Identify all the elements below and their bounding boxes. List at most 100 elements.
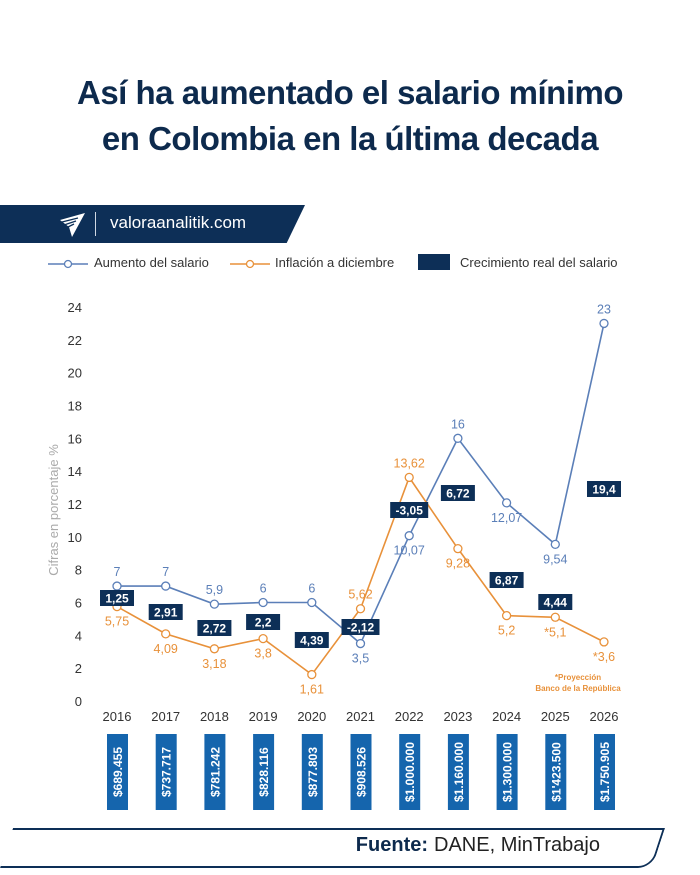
salary-point bbox=[307, 597, 317, 608]
divider bbox=[95, 212, 96, 236]
inflation-data-label: *5,1 bbox=[544, 625, 566, 639]
minimum-wage-value: $781.242 bbox=[208, 747, 222, 797]
minimum-wage-box bbox=[350, 734, 372, 810]
y-tick-label: 20 bbox=[68, 366, 82, 381]
real-growth-label: 2,91 bbox=[154, 606, 178, 620]
minimum-wage-value: $1'423.500 bbox=[549, 742, 563, 802]
real-growth-label: -3,05 bbox=[396, 504, 424, 518]
salary-point bbox=[161, 581, 171, 591]
real-growth-label: 4,39 bbox=[300, 634, 324, 648]
minimum-wage-value: $908.526 bbox=[355, 747, 369, 797]
real-growth-box bbox=[197, 620, 232, 636]
brand-banner: valoraanalitik.com bbox=[0, 205, 305, 243]
inflation-point bbox=[501, 610, 512, 621]
inflation-point bbox=[161, 629, 171, 639]
real-growth-label: 1,25 bbox=[105, 592, 129, 606]
y-tick-label: 24 bbox=[68, 300, 82, 315]
minimum-wage-value: $737.717 bbox=[160, 747, 174, 797]
legend-real-marker bbox=[418, 254, 450, 270]
real-growth-label: 6,87 bbox=[495, 574, 519, 588]
real-growth-box bbox=[341, 619, 380, 635]
inflation-data-label: 5,62 bbox=[348, 588, 372, 602]
line-chart: Cifras en porcentaje % 02468101214161820… bbox=[46, 300, 621, 810]
real-growth-label: 4,44 bbox=[544, 596, 568, 610]
real-growth-box bbox=[538, 594, 573, 610]
salary-point bbox=[453, 433, 463, 443]
salary-point bbox=[258, 597, 268, 608]
salary-point bbox=[550, 539, 560, 550]
inflation-point bbox=[599, 637, 609, 647]
y-tick-label: 0 bbox=[75, 694, 82, 709]
x-tick-label: 2016 bbox=[103, 709, 132, 724]
salary-data-label: 10,07 bbox=[394, 544, 425, 558]
y-tick-label: 12 bbox=[68, 497, 82, 512]
minimum-wage-value: $877.803 bbox=[306, 747, 320, 797]
real-growth-label: 2,2 bbox=[255, 616, 272, 630]
salary-point bbox=[355, 638, 366, 649]
salary-data-label: 23 bbox=[597, 302, 611, 316]
inflation-data-label: 9,28 bbox=[446, 557, 470, 571]
y-tick-label: 14 bbox=[68, 464, 82, 479]
minimum-wage-box bbox=[594, 734, 615, 810]
inflation-point bbox=[404, 472, 414, 483]
y-tick-label: 4 bbox=[75, 628, 82, 643]
minimum-wage-value: $1.300.000 bbox=[501, 742, 515, 802]
salary-data-label: 7 bbox=[114, 565, 121, 579]
inflation-point bbox=[307, 669, 317, 680]
y-axis-label: Cifras en porcentaje % bbox=[46, 444, 61, 576]
x-tick-label: 2023 bbox=[443, 709, 472, 724]
x-tick-label: 2026 bbox=[590, 709, 619, 724]
real-growth-box bbox=[246, 614, 281, 630]
inflation-data-label: 4,09 bbox=[154, 642, 178, 656]
x-tick-label: 2022 bbox=[395, 709, 424, 724]
paper-plane-logo-icon bbox=[60, 213, 85, 237]
minimum-wage-box bbox=[107, 734, 128, 810]
page-title: Así ha aumentado el salario mínimo en Co… bbox=[0, 70, 700, 162]
inflation-data-label: 3,8 bbox=[254, 647, 271, 661]
inflation-point bbox=[355, 604, 366, 614]
salary-point bbox=[404, 531, 414, 541]
inflation-data-label: 5,2 bbox=[498, 624, 515, 638]
x-tick-label: 2025 bbox=[541, 709, 570, 724]
legend-salary-marker bbox=[48, 259, 88, 269]
x-tick-label: 2018 bbox=[200, 709, 229, 724]
real-growth-label: 19,4 bbox=[592, 483, 616, 497]
inflation-data-label: *3,6 bbox=[593, 650, 615, 664]
salary-data-label: 16 bbox=[451, 417, 465, 431]
real-growth-label: 6,72 bbox=[446, 487, 470, 501]
real-growth-box bbox=[440, 485, 475, 501]
legend-salary-label: Aumento del salario bbox=[94, 255, 209, 270]
minimum-wage-box bbox=[496, 734, 518, 810]
minimum-wage-value: $1.750.905 bbox=[598, 742, 612, 802]
y-tick-label: 16 bbox=[68, 431, 82, 446]
minimum-wage-box bbox=[301, 734, 323, 810]
minimum-wage-box bbox=[399, 734, 421, 810]
x-tick-label: 2019 bbox=[249, 709, 278, 724]
salary-data-label: 6 bbox=[260, 582, 267, 596]
inflation-point bbox=[550, 612, 560, 622]
salary-data-label: 7 bbox=[162, 565, 169, 579]
y-tick-label: 22 bbox=[68, 333, 82, 348]
inflation-data-label: 1,61 bbox=[300, 683, 324, 697]
x-tick-label: 2017 bbox=[151, 709, 180, 724]
y-tick-label: 2 bbox=[75, 661, 82, 676]
y-tick-label: 18 bbox=[68, 399, 82, 414]
salary-data-label: 3,5 bbox=[352, 652, 369, 666]
real-growth-box bbox=[587, 481, 621, 497]
legend-inflation-marker bbox=[230, 259, 270, 269]
source-label: Fuente: bbox=[355, 834, 429, 856]
minimum-wage-box bbox=[204, 734, 226, 810]
minimum-wage-value: $1.000.000 bbox=[403, 742, 417, 802]
salary-point bbox=[112, 581, 122, 591]
salary-data-label: 5,9 bbox=[206, 583, 223, 597]
salary-data-label: 6 bbox=[308, 582, 315, 596]
salary-point bbox=[599, 318, 609, 329]
y-tick-label: 10 bbox=[68, 530, 82, 545]
title-line-2: en Colombia en la última decada bbox=[101, 120, 599, 157]
inflation-point bbox=[209, 644, 220, 654]
minimum-wage-box bbox=[253, 734, 275, 810]
y-tick-label: 8 bbox=[75, 563, 82, 578]
minimum-wage-box bbox=[447, 734, 469, 810]
minimum-wage-value: $828.116 bbox=[257, 747, 271, 797]
